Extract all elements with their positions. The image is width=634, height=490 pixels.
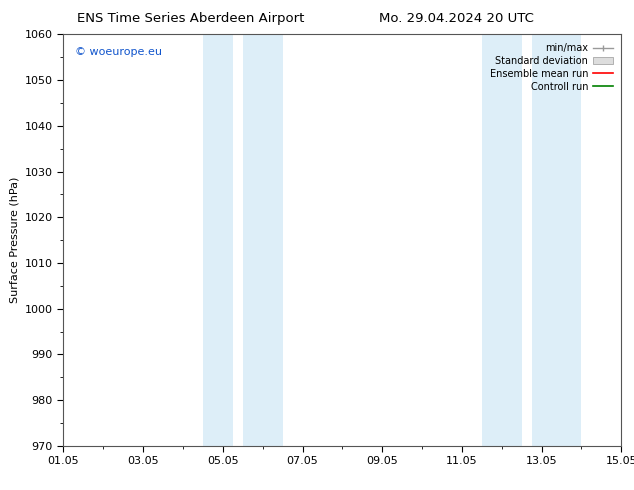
Bar bbox=[203, 34, 233, 446]
Bar bbox=[482, 34, 522, 446]
Text: © woeurope.eu: © woeurope.eu bbox=[75, 47, 162, 57]
Legend: min/max, Standard deviation, Ensemble mean run, Controll run: min/max, Standard deviation, Ensemble me… bbox=[486, 39, 616, 96]
Bar bbox=[243, 34, 283, 446]
Bar bbox=[532, 34, 581, 446]
Text: ENS Time Series Aberdeen Airport: ENS Time Series Aberdeen Airport bbox=[77, 12, 304, 25]
Text: Mo. 29.04.2024 20 UTC: Mo. 29.04.2024 20 UTC bbox=[379, 12, 534, 25]
Y-axis label: Surface Pressure (hPa): Surface Pressure (hPa) bbox=[10, 177, 19, 303]
